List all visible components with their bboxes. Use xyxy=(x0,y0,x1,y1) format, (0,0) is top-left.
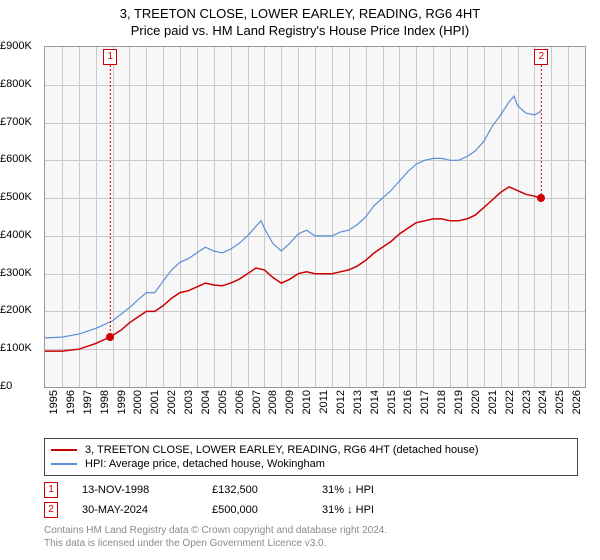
title-address: 3, TREETON CLOSE, LOWER EARLEY, READING,… xyxy=(0,6,600,21)
plot-region: 12 xyxy=(44,46,586,388)
y-tick-label: £500K xyxy=(0,191,44,203)
x-tick-label: 1999 xyxy=(116,390,128,414)
y-tick-label: £800K xyxy=(0,78,44,90)
x-tick-label: 2010 xyxy=(301,390,313,414)
x-tick-label: 2023 xyxy=(521,390,533,414)
footnote: Contains HM Land Registry data © Crown c… xyxy=(44,524,584,550)
event-badge: 1 xyxy=(44,482,58,498)
x-tick-label: 2019 xyxy=(453,390,465,414)
event-row: 1 13-NOV-1998£132,50031% ↓ HPI xyxy=(44,480,584,500)
x-tick-label: 2001 xyxy=(149,390,161,414)
chart-marker-point xyxy=(537,194,545,202)
x-tick-label: 2011 xyxy=(318,390,330,414)
x-tick-label: 2000 xyxy=(132,390,144,414)
event-badge: 2 xyxy=(44,502,58,518)
x-tick-label: 2020 xyxy=(470,390,482,414)
x-tick-label: 2007 xyxy=(251,390,263,414)
legend-label: HPI: Average price, detached house, Woki… xyxy=(85,458,325,470)
x-tick-label: 2013 xyxy=(352,390,364,414)
x-tick-label: 2008 xyxy=(267,390,279,414)
x-tick-label: 2002 xyxy=(166,390,178,414)
y-tick-label: £700K xyxy=(0,116,44,128)
x-tick-label: 1996 xyxy=(65,390,77,414)
x-tick-label: 2024 xyxy=(537,390,549,414)
event-price: £500,000 xyxy=(212,504,322,516)
chart-area: £0£100K£200K£300K£400K£500K£600K£700K£80… xyxy=(44,46,584,404)
x-tick-label: 2003 xyxy=(183,390,195,414)
chart-container: 3, TREETON CLOSE, LOWER EARLEY, READING,… xyxy=(0,0,600,560)
legend-swatch xyxy=(51,463,77,465)
x-tick-label: 2005 xyxy=(217,390,229,414)
chart-marker-badge: 2 xyxy=(534,49,548,65)
x-tick-label: 1995 xyxy=(48,390,60,414)
x-tick-label: 1997 xyxy=(82,390,94,414)
chart-marker-point xyxy=(106,333,114,341)
event-date: 13-NOV-1998 xyxy=(82,484,212,496)
y-tick-label: £200K xyxy=(0,304,44,316)
x-tick-label: 2006 xyxy=(234,390,246,414)
x-tick-label: 2014 xyxy=(369,390,381,414)
y-tick-label: £600K xyxy=(0,153,44,165)
event-table: 1 13-NOV-1998£132,50031% ↓ HPI 2 30-MAY-202… xyxy=(44,480,584,520)
series-price_paid xyxy=(45,187,541,351)
x-tick-label: 2016 xyxy=(402,390,414,414)
x-tick-label: 2026 xyxy=(571,390,583,414)
title-block: 3, TREETON CLOSE, LOWER EARLEY, READING,… xyxy=(0,0,600,38)
y-tick-label: £0 xyxy=(0,380,44,392)
legend-box: 3, TREETON CLOSE, LOWER EARLEY, READING,… xyxy=(44,438,578,476)
event-price: £132,500 xyxy=(212,484,322,496)
x-tick-label: 2022 xyxy=(504,390,516,414)
x-tick-label: 2012 xyxy=(335,390,347,414)
event-delta: 31% ↓ HPI xyxy=(322,484,432,496)
x-tick-label: 2004 xyxy=(200,390,212,414)
event-date: 30-MAY-2024 xyxy=(82,504,212,516)
series-hpi xyxy=(45,96,541,338)
footnote-line2: This data is licensed under the Open Gov… xyxy=(44,537,584,550)
x-tick-label: 1998 xyxy=(99,390,111,414)
legend-row: HPI: Average price, detached house, Woki… xyxy=(51,457,571,471)
x-tick-label: 2017 xyxy=(419,390,431,414)
x-tick-label: 2015 xyxy=(386,390,398,414)
y-tick-label: £100K xyxy=(0,342,44,354)
footnote-line1: Contains HM Land Registry data © Crown c… xyxy=(44,524,584,537)
title-subtitle: Price paid vs. HM Land Registry's House … xyxy=(0,23,600,38)
legend-swatch xyxy=(51,449,77,451)
x-tick-label: 2018 xyxy=(436,390,448,414)
line-series-svg xyxy=(45,47,585,387)
event-delta: 31% ↓ HPI xyxy=(322,504,432,516)
legend-label: 3, TREETON CLOSE, LOWER EARLEY, READING,… xyxy=(85,444,479,456)
x-tick-label: 2025 xyxy=(554,390,566,414)
y-tick-label: £900K xyxy=(0,40,44,52)
y-tick-label: £400K xyxy=(0,229,44,241)
event-row: 2 30-MAY-2024£500,00031% ↓ HPI xyxy=(44,500,584,520)
x-tick-label: 2009 xyxy=(284,390,296,414)
chart-marker-badge: 1 xyxy=(103,49,117,65)
x-tick-label: 2021 xyxy=(487,390,499,414)
legend-row: 3, TREETON CLOSE, LOWER EARLEY, READING,… xyxy=(51,443,571,457)
y-tick-label: £300K xyxy=(0,267,44,279)
